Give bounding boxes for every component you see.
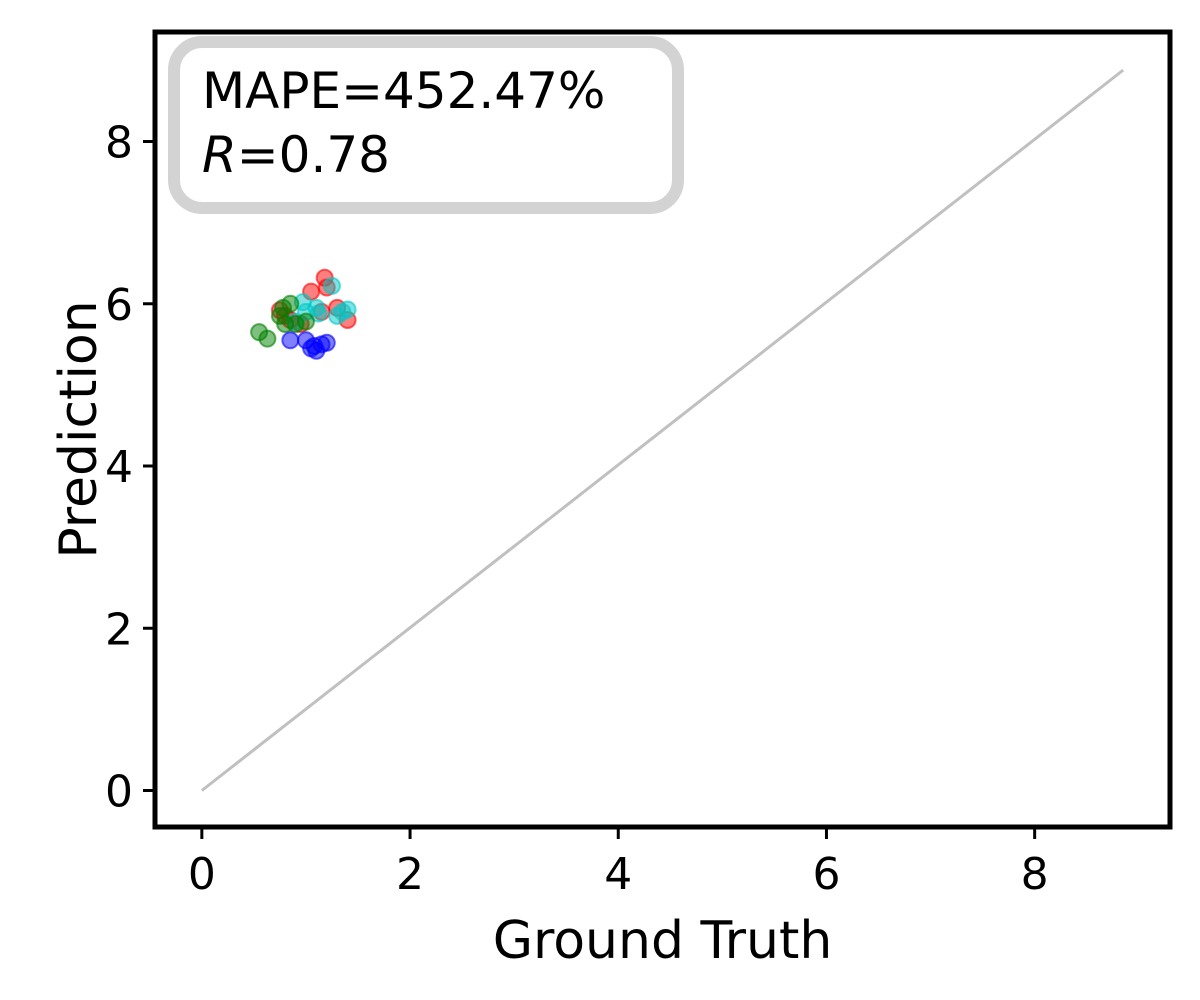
y-tick-label: 4	[105, 442, 133, 493]
x-axis-ticks: 0 2 4 6 8	[188, 827, 1049, 900]
y-tick-label: 6	[105, 280, 133, 331]
plot-frame	[152, 29, 1173, 830]
r-value: =0.78	[237, 126, 390, 184]
metrics-annotation-box: MAPE=452.47% R=0.78	[168, 36, 684, 214]
annotation-box-border	[168, 36, 684, 214]
data-point	[258, 329, 277, 348]
r-symbol: R	[202, 126, 237, 184]
identity-reference-line	[200, 68, 1125, 792]
data-point	[274, 298, 293, 317]
x-tick-label: 8	[1021, 849, 1049, 900]
mape-text: MAPE=452.47%	[202, 62, 605, 120]
data-point	[333, 302, 352, 321]
x-tick-label: 2	[396, 849, 424, 900]
data-point	[296, 312, 315, 331]
x-tick-label: 0	[188, 849, 216, 900]
y-tick-label: 2	[105, 604, 133, 655]
data-point	[281, 331, 300, 350]
data-point	[305, 336, 324, 355]
y-tick-label: 0	[105, 766, 133, 817]
r-text: R=0.78	[202, 126, 390, 184]
y-axis-label: Prediction	[49, 300, 109, 558]
y-axis-ticks: 0 2 4 6 8	[105, 118, 155, 817]
x-axis-label: Ground Truth	[493, 911, 833, 971]
x-tick-label: 6	[812, 849, 840, 900]
x-tick-label: 4	[604, 849, 632, 900]
data-point	[309, 304, 328, 323]
data-point	[322, 276, 341, 295]
y-tick-label: 8	[105, 118, 133, 169]
